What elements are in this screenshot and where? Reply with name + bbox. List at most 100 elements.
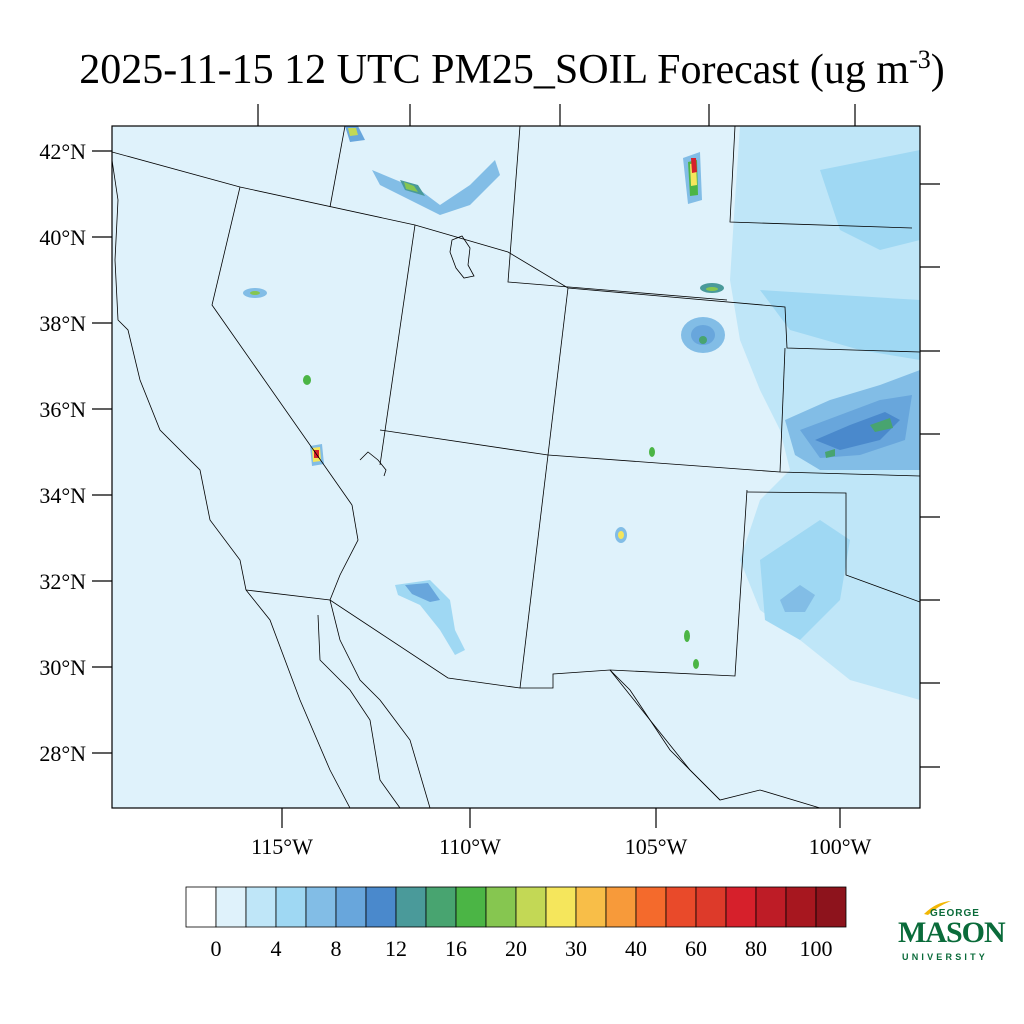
colorbar-label: 0: [211, 936, 222, 961]
lon-axis: 115°W 110°W 105°W 100°W: [251, 808, 872, 859]
border-nv-ut: [379, 224, 416, 466]
colorbar-swatch: [695, 886, 727, 928]
border-id-wy: [329, 126, 346, 208]
colorbar-label: 30: [565, 936, 587, 961]
title-text: 2025-11-15 12 UTC PM25_SOIL Forecast (ug…: [79, 47, 910, 93]
lon-label-110: 110°W: [439, 834, 501, 859]
lat-label-42: 42°N: [39, 139, 86, 164]
lon-label-105: 105°W: [625, 834, 688, 859]
colorbar-label: 40: [625, 936, 647, 961]
field-montana-yellow: [348, 128, 358, 136]
map-title: 2025-11-15 12 UTC PM25_SOIL Forecast (ug…: [0, 30, 1024, 100]
colorbar-label: 4: [271, 936, 282, 961]
border-or-id-nv: [112, 151, 920, 353]
colorbar-swatch: [605, 886, 637, 928]
lat-label-36: 36°N: [39, 397, 86, 422]
colorbar-swatch: [665, 886, 697, 928]
colorbar-label: 8: [331, 936, 342, 961]
coast-mexico-interior: [609, 669, 721, 801]
border-ok: [746, 491, 920, 603]
colorbar-swatch: [485, 886, 517, 928]
george-mason-logo: GEORGE MASON UNIVERSITY: [898, 900, 1008, 970]
colorbar-swatch: [365, 886, 397, 928]
field-east-mid: [820, 150, 920, 250]
colorbar-label: 12: [385, 936, 407, 961]
border-nv-ca: [211, 186, 353, 506]
colorbar-label: 16: [445, 936, 467, 961]
border-us-mexico: [245, 589, 821, 808]
logo-swoosh-icon: [924, 901, 951, 915]
field-newmexico-yellow: [618, 531, 624, 539]
field-texas-spot: [684, 630, 690, 642]
border-wy-sd: [507, 126, 728, 301]
colorbar: 0 4 8 12 16 20 30 40 60 80 100: [185, 886, 847, 961]
colorbar-swatch: [455, 886, 487, 928]
lat-label-28: 28°N: [39, 741, 86, 766]
colorbar-swatch: [635, 886, 667, 928]
field-colorado-core: [691, 325, 715, 345]
lat-label-32: 32°N: [39, 569, 86, 594]
border-mexico-baja: [245, 589, 351, 808]
logo-mason-text: MASON: [898, 916, 1006, 949]
lat-axis: 42°N 40°N 38°N 36°N 34°N 32°N 30°N 28°N: [39, 139, 112, 766]
top-tick-marks: [257, 104, 856, 126]
field-wyoming-green: [404, 182, 418, 192]
colorbar-label: 100: [800, 936, 833, 961]
colorbar-swatch: [425, 886, 457, 928]
field-dakota-red: [691, 158, 697, 173]
field-arizona-core: [405, 583, 440, 602]
coast-california: [112, 159, 247, 591]
field-oklahoma-green2: [825, 449, 835, 458]
lat-label-30: 30°N: [39, 655, 86, 680]
field-texas-spot2: [693, 659, 699, 669]
right-tick-marks: [920, 183, 940, 768]
colorbar-swatch: [575, 886, 607, 928]
border-ca-az: [329, 504, 359, 601]
field-newmexico-spot2: [649, 447, 655, 457]
field-wyoming-plume: [372, 160, 500, 215]
border-ut-co: [547, 287, 569, 456]
logo-george-text: GEORGE: [930, 908, 980, 919]
lon-label-115: 115°W: [251, 834, 313, 859]
colorbar-swatch: [335, 886, 367, 928]
border-nm-tx: [609, 489, 748, 677]
colorbar-swatch: [395, 886, 427, 928]
lat-label-38: 38°N: [39, 311, 86, 336]
field-arizona-plume: [395, 580, 465, 655]
colorbar-swatch: [545, 886, 577, 928]
colorbar-swatch: [725, 886, 757, 928]
great-salt-lake: [449, 235, 475, 279]
border-sd-ne: [729, 126, 913, 229]
colorbar-swatch: [275, 886, 307, 928]
state-borders: [112, 126, 920, 808]
title-end: ): [930, 47, 945, 93]
concentration-field: [112, 126, 920, 808]
title-superscript: -3: [909, 45, 931, 74]
lon-label-100: 100°W: [809, 834, 872, 859]
field-southeast-mid: [760, 520, 850, 640]
border-four-corners: [379, 429, 920, 477]
logo-university-text: UNIVERSITY: [902, 952, 989, 962]
colorbar-swatch: [515, 886, 547, 928]
colorbar-swatch: [185, 886, 217, 928]
map-frame: [111, 125, 921, 809]
lat-label-40: 40°N: [39, 225, 86, 250]
colorbar-swatch: [215, 886, 247, 928]
colorbar-swatch: [815, 886, 847, 928]
field-texas-streak: [780, 585, 815, 612]
lat-label-34: 34°N: [39, 483, 86, 508]
field-oklahoma-green: [870, 418, 893, 432]
colorbar-swatch: [305, 886, 337, 928]
border-co-ks: [779, 347, 786, 473]
field-nevada-green: [250, 291, 260, 295]
lake-mead: [359, 451, 387, 477]
field-east-mid2: [760, 290, 920, 360]
colorbar-swatch: [245, 886, 277, 928]
colorbar-label: 20: [505, 936, 527, 961]
colorbar-swatch: [755, 886, 787, 928]
colorbar-label: 60: [685, 936, 707, 961]
border-az-nm: [519, 454, 549, 689]
field-colorado-green: [699, 336, 707, 344]
coast-sonora: [329, 599, 431, 808]
colorbar-swatch: [785, 886, 817, 928]
